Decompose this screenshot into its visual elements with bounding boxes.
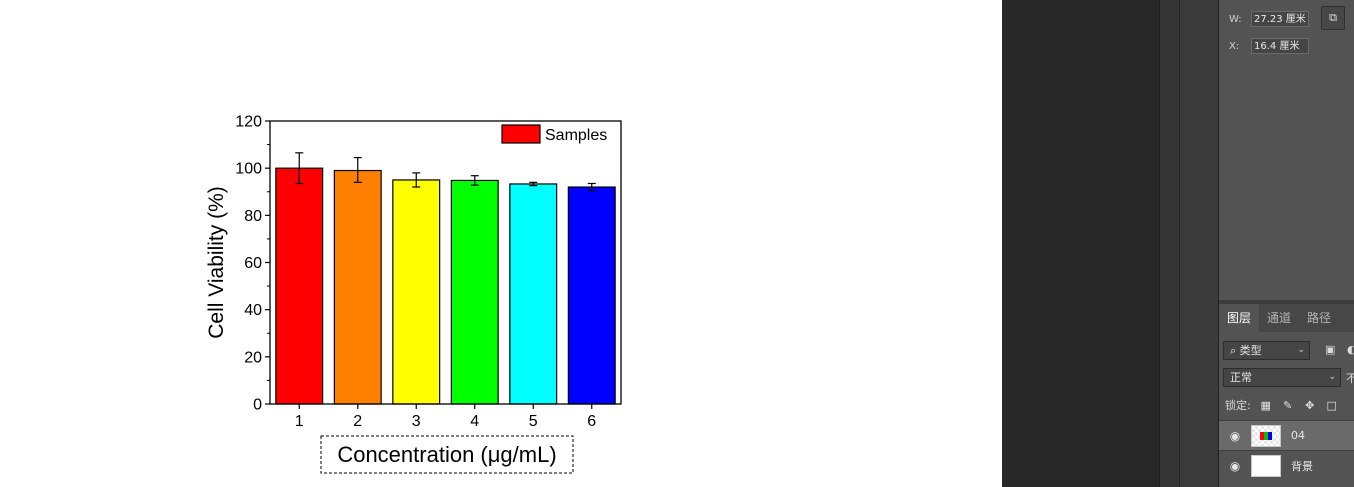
legend-label: Samples — [545, 127, 607, 144]
eye-icon[interactable]: ◉ — [1229, 458, 1241, 473]
layer-filter-select[interactable]: ⌕ 类型 ⌄ — [1223, 341, 1310, 360]
layer-row-04[interactable]: ◉ 04 — [1219, 420, 1354, 450]
bar — [392, 179, 441, 405]
x-axis-label: Concentration (μg/mL) — [337, 442, 556, 467]
blend-mode-value: 正常 — [1230, 371, 1252, 384]
width-input[interactable]: 27.23 厘米 — [1251, 11, 1309, 27]
x-label-selection-box — [320, 435, 574, 474]
y-axis-label: Cell Viability (%) — [205, 186, 228, 339]
lock-label: 锁定: — [1225, 399, 1251, 412]
x-tick-label: 3 — [412, 413, 421, 430]
tab-channels[interactable]: 通道 — [1267, 311, 1292, 325]
lock-artboard-icon[interactable]: □ — [1326, 398, 1337, 412]
bar — [275, 167, 324, 405]
document-canvas[interactable]: 1 2 3 4 5 6 0 20 40 60 80 100 120 Cell Viability (%) C… — [0, 0, 1002, 487]
y-tick-label: 60 — [244, 255, 262, 272]
bar — [333, 169, 382, 405]
lock-position-icon[interactable]: ✥ — [1305, 398, 1315, 412]
x-tick-label: 5 — [529, 413, 538, 430]
width-row: W: 27.23 厘米 — [1229, 10, 1309, 28]
layer-row-background[interactable]: ◉ 背景 — [1219, 450, 1354, 480]
chevron-down-icon: ⌄ — [1328, 372, 1336, 382]
x-label: X: — [1229, 40, 1240, 52]
lock-transparent-pixels-icon[interactable]: ▦ — [1260, 398, 1271, 412]
layers-tab-bar: 图层 通道 路径 — [1219, 304, 1354, 332]
adjustment-filter-icon[interactable]: ◐ — [1347, 343, 1354, 356]
y-tick-label: 20 — [244, 349, 262, 366]
layer-thumbnail — [1251, 424, 1281, 447]
y-tick-label: 0 — [253, 397, 262, 414]
tab-layers[interactable]: 图层 — [1219, 304, 1260, 332]
image-filter-icon[interactable]: ▣ — [1325, 343, 1336, 356]
panel-icon-dock — [1179, 0, 1218, 487]
legend-swatch — [501, 124, 541, 144]
layer-thumbnail — [1251, 454, 1281, 477]
chevron-down-icon: ⌄ — [1297, 345, 1305, 355]
properties-layers-panel: W: 27.23 厘米 ⧉ X: 16.4 厘米 图层 通道 路径 ⌕ 类型 ⌄… — [1218, 0, 1354, 487]
x-tick-label: 6 — [587, 413, 596, 430]
x-tick-label: 1 — [295, 413, 304, 430]
y-tick-label: 80 — [244, 208, 262, 225]
width-label: W: — [1229, 13, 1242, 25]
lock-row: 锁定: ▦ ✎ ✥ □ — [1225, 396, 1339, 414]
layer-name: 背景 — [1291, 459, 1313, 473]
x-tick-label: 2 — [353, 413, 362, 430]
eye-icon[interactable]: ◉ — [1229, 428, 1241, 443]
panel-collapse-strip — [1159, 0, 1180, 487]
x-position-input[interactable]: 16.4 厘米 — [1251, 38, 1309, 54]
lock-image-pixels-icon[interactable]: ✎ — [1283, 398, 1293, 412]
bar — [567, 186, 616, 405]
layer-name: 04 — [1291, 429, 1305, 442]
y-tick-label: 120 — [235, 114, 262, 131]
y-tick-label: 100 — [235, 161, 262, 178]
opacity-label: 不 — [1346, 372, 1354, 385]
x-row: X: 16.4 厘米 — [1229, 37, 1309, 55]
workspace-background — [1002, 0, 1159, 487]
y-tick-label: 40 — [244, 302, 262, 319]
bar — [450, 179, 499, 405]
panel-divider — [1219, 300, 1354, 304]
tab-paths[interactable]: 路径 — [1307, 311, 1332, 325]
link-dimensions-icon[interactable]: ⧉ — [1321, 6, 1345, 30]
bar — [509, 183, 558, 405]
x-tick-label: 4 — [470, 413, 479, 430]
blend-mode-select[interactable]: 正常 ⌄ — [1223, 368, 1341, 387]
layer-filter-label: ⌕ 类型 — [1230, 344, 1262, 357]
